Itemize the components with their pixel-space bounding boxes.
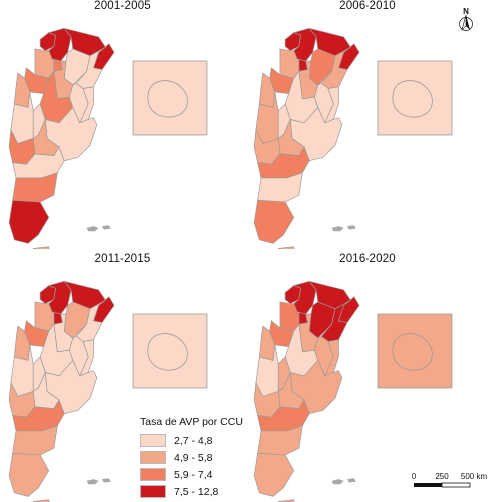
map-svg: [8, 27, 208, 249]
map-panel-1: 2001-2005: [0, 0, 245, 249]
panel-title: 2006-2010: [339, 0, 396, 12]
map-geometry: [253, 280, 453, 502]
legend-item: 2,7 - 4,8: [140, 432, 300, 449]
map-svg: [253, 280, 453, 502]
legend-item: 4,9 - 5,8: [140, 449, 300, 466]
legend-swatch: [140, 451, 166, 464]
islands: [86, 225, 111, 232]
antarctica-inset: [132, 313, 208, 389]
province-corrientes: [75, 46, 106, 89]
legend-item: 7,5 - 12,8: [140, 483, 300, 500]
antarctica-inset: [377, 313, 453, 389]
legend-label: 7,5 - 12,8: [174, 485, 219, 498]
map-panel-4: 2016-2020: [245, 253, 490, 502]
province-santacruz: [253, 199, 295, 244]
province-corrientes: [320, 299, 351, 342]
map-geometry: [253, 27, 453, 249]
legend-label: 4,9 - 5,8: [174, 451, 213, 464]
scale-label-0: 0: [412, 472, 417, 481]
legend-swatch: [140, 434, 166, 447]
antarctica-outline: [147, 80, 188, 118]
legend-title: Tasa de AVP por CCU: [140, 416, 243, 428]
legend-label: 5,9 - 7,4: [174, 468, 213, 481]
scale-label-500: 500 km: [461, 472, 488, 481]
north-label: N: [463, 7, 469, 16]
antarctica-inset: [377, 60, 453, 136]
province-santacruz: [253, 452, 295, 497]
islands: [331, 225, 356, 232]
province-tdf: [32, 246, 50, 249]
map-svg: [253, 27, 453, 249]
map-geometry: [8, 280, 208, 502]
map-svg: [8, 280, 208, 502]
north-arrow-icon: N: [459, 7, 473, 32]
islands: [331, 478, 356, 485]
panel-title: 2011-2015: [94, 253, 151, 265]
map-panel-3: 2011-2015: [0, 253, 245, 502]
panel-title: 2016-2020: [339, 253, 396, 265]
legend-swatch: [140, 485, 166, 498]
antarctica-outline: [147, 333, 188, 371]
map-geometry: [8, 27, 208, 249]
legend-swatch: [140, 468, 166, 481]
legend: Tasa de AVP por CCU 2,7 - 4,8 4,9 - 5,8 …: [140, 416, 300, 500]
islands: [86, 478, 111, 485]
province-santacruz: [8, 199, 50, 244]
antarctica-outline: [392, 80, 433, 118]
province-corrientes: [75, 299, 106, 342]
province-santacruz: [8, 452, 50, 497]
panel-title: 2001-2005: [94, 0, 151, 12]
legend-label: 2,7 - 4,8: [174, 434, 213, 447]
scale-label-250: 250: [435, 472, 449, 481]
province-corrientes: [320, 46, 351, 89]
legend-item: 5,9 - 7,4: [140, 466, 300, 483]
province-tdf: [277, 246, 295, 249]
antarctica-outline: [392, 333, 433, 371]
antarctica-inset: [132, 60, 208, 136]
scale-bar: 0 250 500 km: [412, 472, 488, 488]
map-panel-2: 2006-2010: [245, 0, 490, 249]
